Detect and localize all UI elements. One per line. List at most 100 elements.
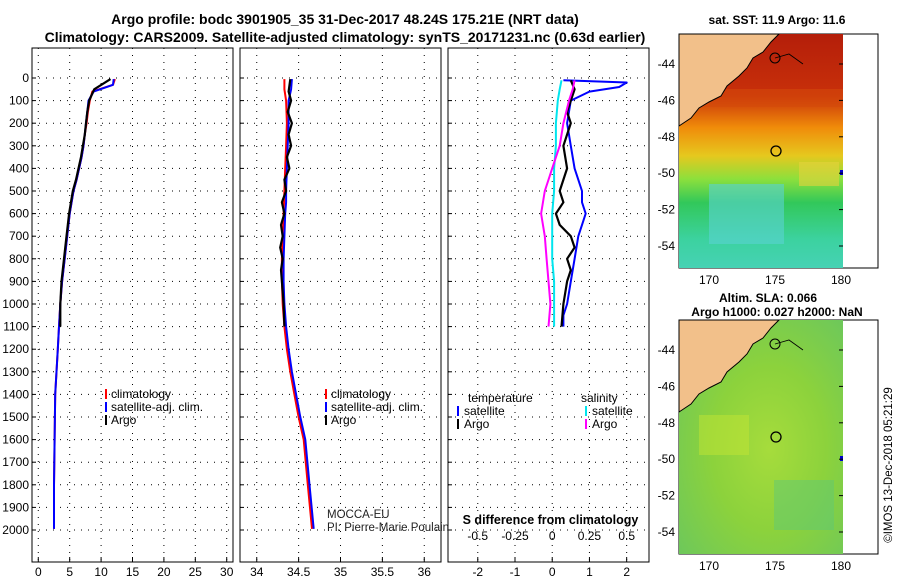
x-tick-label: 35 [334,565,348,579]
plot-frame [447,47,650,563]
x-tick-label: 15 [126,565,140,579]
x-tick-label: 34 [250,565,264,579]
series-line-t-satellite [562,79,628,327]
y-tick-label: 300 [9,139,29,153]
annotation-pi: PI: Pierre-Marie Poulain [327,522,449,534]
sla-map: -44 -46 -48 -50 -52 -54 170 175 180 [658,319,879,573]
lon-tick-label: 180 [831,273,851,287]
x-tick-label: 25 [189,565,203,579]
series-line-s-satellite [551,80,563,327]
legend-label: satellite [592,404,633,418]
lat-tick-label: -46 [658,379,676,393]
chart-panel-1: 0100200300400500600700800900100011001200… [2,47,234,580]
sst-warm-patch [799,162,839,186]
legend-title-salinity: salinity [581,391,618,405]
x-tick-label: 36 [418,565,432,579]
y-tick-label: 400 [9,161,29,175]
legend-label: Argo [592,417,618,431]
x-tick-label: 5 [66,565,73,579]
legend-label: satellite-adj. clim. [331,400,423,414]
argo-float-marker [770,145,782,157]
lon-tick-label: 170 [699,273,719,287]
lon-tick-label: 175 [765,273,785,287]
y-tick-label: 1500 [2,410,29,424]
x-tick-label: -2 [472,565,483,579]
y-tick-label: 1200 [2,342,29,356]
lat-tick-label: -48 [658,416,676,430]
x-tick-label: 30 [220,565,234,579]
x-tick-label: 34.5 [287,565,311,579]
profile-plots: 0100200300400500600700800900100011001200… [2,47,650,580]
x-tick-label: 0 [35,565,42,579]
y-tick-label: 900 [9,274,29,288]
grid-marker [840,170,843,175]
lat-tick-label: -54 [658,239,676,253]
x-tick-label: 10 [94,565,108,579]
plot-frame [239,47,442,563]
y-tick-label: 1100 [3,320,29,334]
x2-axis-label: S difference from climatology [463,513,639,527]
argo-float-marker [770,431,782,443]
sst-cold-patch [709,184,784,244]
legend-label: climatology [111,387,171,401]
sla-caption-line-1: Altim. SLA: 0.066 [719,291,817,305]
sla-patch [699,415,749,455]
y-tick-label: 1400 [2,387,29,401]
sst-caption: sat. SST: 11.9 Argo: 11.6 [709,13,846,27]
x-tick-label: 1 [586,565,593,579]
y-tick-label: 1800 [2,478,29,492]
legend-title-temperature: temperature [468,391,533,405]
y-tick-label: 1900 [2,500,29,514]
lat-tick-label: -44 [658,343,676,357]
lat-tick-label: -52 [658,203,676,217]
land-mass [678,33,781,127]
lat-tick-label: -52 [658,489,676,503]
series-line-argo [279,78,293,327]
chatham-rise-contour [769,338,781,350]
grid-marker [840,456,843,461]
legend-label: Argo [464,417,490,431]
x2-tick-label: -0.25 [501,529,529,543]
series-line-t-argo [554,79,576,327]
chart-panel-3: -2-1012T difference from climatology [447,47,650,580]
x-tick-label: 20 [157,565,171,579]
lat-tick-label: -50 [658,452,676,466]
title-line-2: Climatology: CARS2009. Satellite-adjuste… [45,29,646,45]
series-line-s-argo [540,80,576,327]
lat-tick-label: -48 [658,130,676,144]
x-tick-label: -1 [510,565,521,579]
y-tick-label: 800 [9,252,29,266]
x2-tick-label: 0.25 [578,529,602,543]
y-tick-label: 1600 [2,433,29,447]
lon-tick-label: 175 [765,559,785,573]
lat-tick-label: -46 [658,93,676,107]
x2-tick-label: -0.5 [467,529,488,543]
legend-label: Argo [331,413,357,427]
x2-tick-label: 0.5 [618,529,635,543]
y-tick-label: 600 [9,207,29,221]
lat-tick-label: -50 [658,166,676,180]
y-tick-label: 700 [9,229,29,243]
lon-tick-label: 170 [699,559,719,573]
x-tick-label: 0 [549,565,556,579]
chatham-rise-contour [769,52,781,64]
land-mass [678,319,781,413]
plot-frame [31,47,234,563]
y-tick-label: 0 [22,71,29,85]
watermark: ©IMOS 13-Dec-2018 05:21:29 [883,387,895,543]
legend-label: satellite-adj. clim. [111,400,203,414]
lat-tick-label: -44 [658,57,676,71]
y-tick-label: 500 [9,184,29,198]
y-tick-label: 1000 [2,297,29,311]
sla-patch [774,480,834,530]
y-tick-label: 200 [9,116,29,130]
series-line-argo [59,78,112,327]
title-line-1: Argo profile: bodc 3901905_35 31-Dec-201… [111,11,579,27]
y-tick-label: 100 [9,94,29,108]
x2-tick-label: 0 [549,529,556,543]
x-tick-label: 2 [623,565,630,579]
maps-area: sat. SST: 11.9 Argo: 11.6 Altim. SLA: 0.0… [658,13,895,573]
lon-tick-label: 180 [831,559,851,573]
